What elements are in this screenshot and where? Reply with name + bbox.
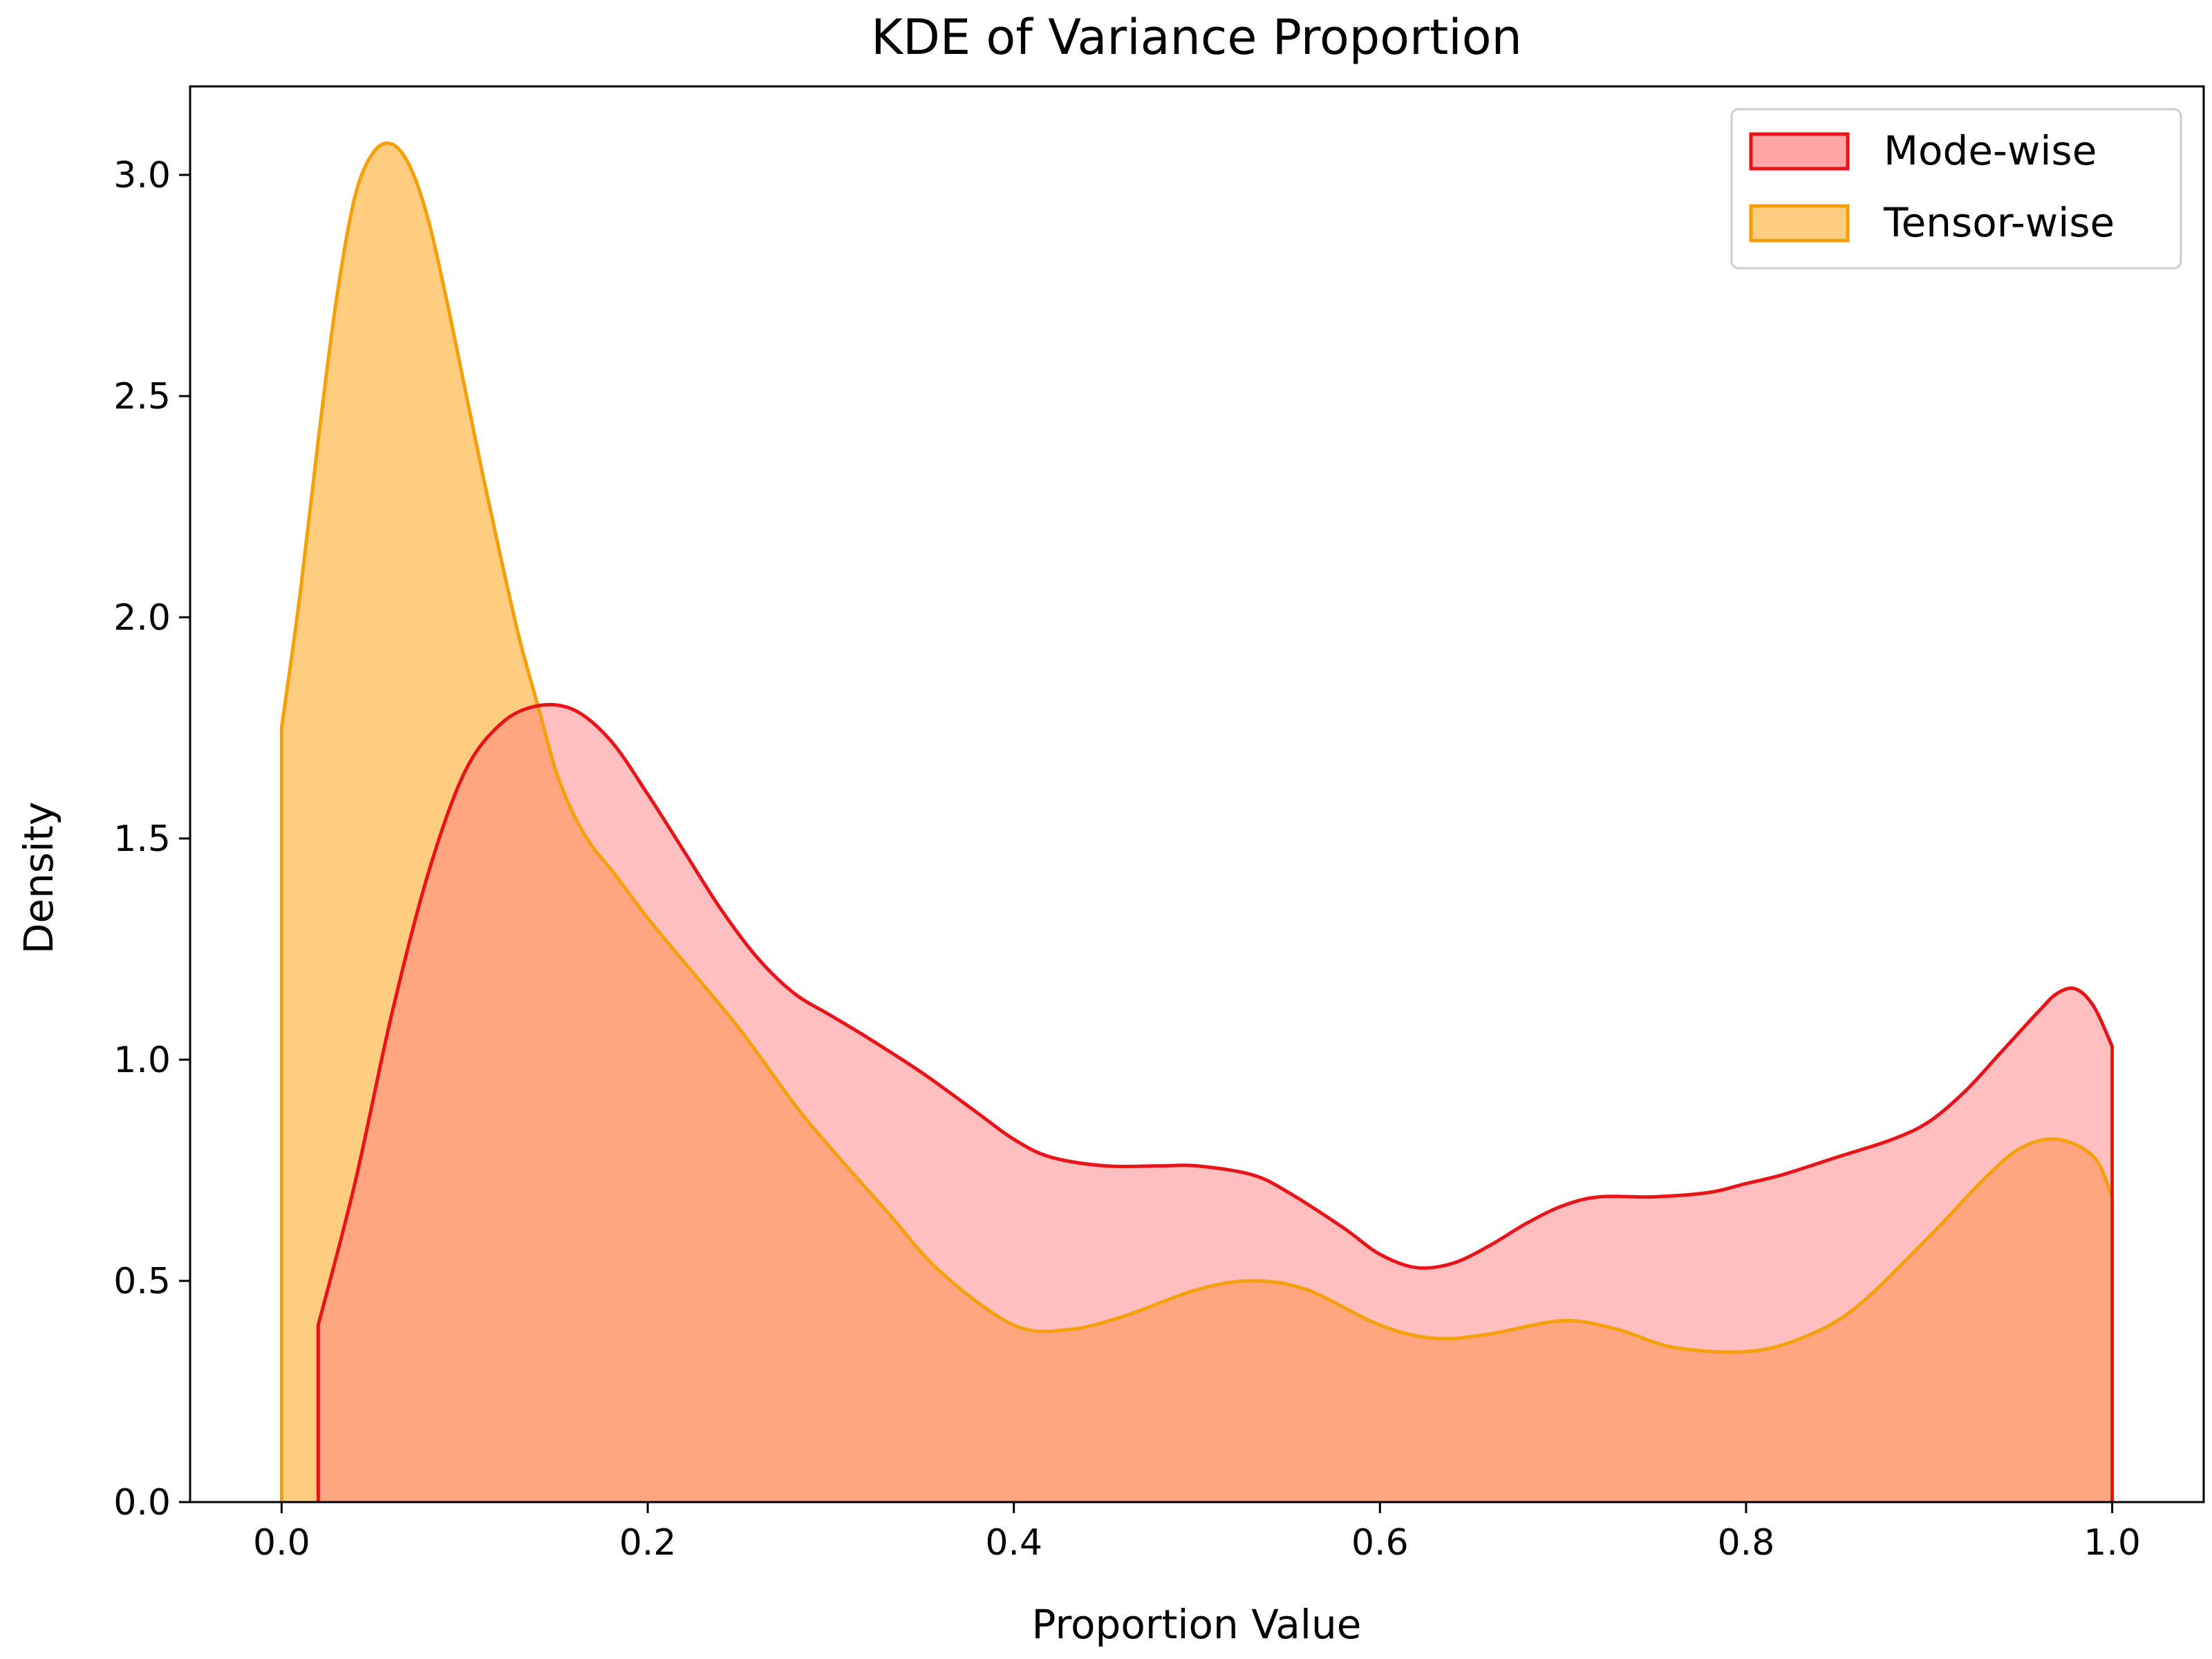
y-tick-label: 0.5	[113, 1261, 171, 1302]
x-tick-label: 0.4	[985, 1522, 1042, 1564]
legend-label-mode-wise: Mode-wise	[1884, 127, 2097, 174]
axes-frame	[189, 85, 2205, 1503]
x-tick-label: 0.6	[1351, 1522, 1409, 1564]
chart-title: KDE of Variance Proportion	[871, 9, 1522, 66]
x-tick-label: 0.0	[253, 1522, 310, 1564]
area-fill-mode-wise	[318, 704, 2112, 1502]
axes: 0.0 0.2 0.4 0.6 0.8 1.0 0.0 0.5 1.0 1.5 2.0 2.5 3.0	[113, 85, 2205, 1564]
y-tick-label: 2.5	[113, 376, 171, 418]
x-axis-title: Proportion Value	[1032, 1601, 1362, 1648]
y-tick-label: 3.0	[113, 155, 171, 196]
x-tick-label: 1.0	[2083, 1522, 2141, 1564]
y-tick-label: 0.0	[113, 1482, 171, 1524]
y-tick-label: 2.0	[113, 597, 171, 639]
legend-swatch-tensor-wise	[1749, 204, 1850, 243]
legend-label-tensor-wise: Tensor-wise	[1883, 199, 2115, 246]
y-tick-label: 1.0	[113, 1040, 171, 1081]
legend-swatch-mode-wise	[1749, 132, 1850, 171]
kde-line-tensor-wise	[279, 141, 2115, 1502]
y-axis-title: Density	[15, 802, 62, 955]
y-tick-label: 1.5	[113, 818, 171, 860]
plot-area	[279, 141, 2115, 1503]
kde-line-mode-wise	[316, 702, 2115, 1502]
x-tick-label: 0.2	[619, 1522, 677, 1564]
legend: Mode-wise Tensor-wise	[1730, 108, 2182, 270]
x-tick-label: 0.8	[1718, 1522, 1775, 1564]
